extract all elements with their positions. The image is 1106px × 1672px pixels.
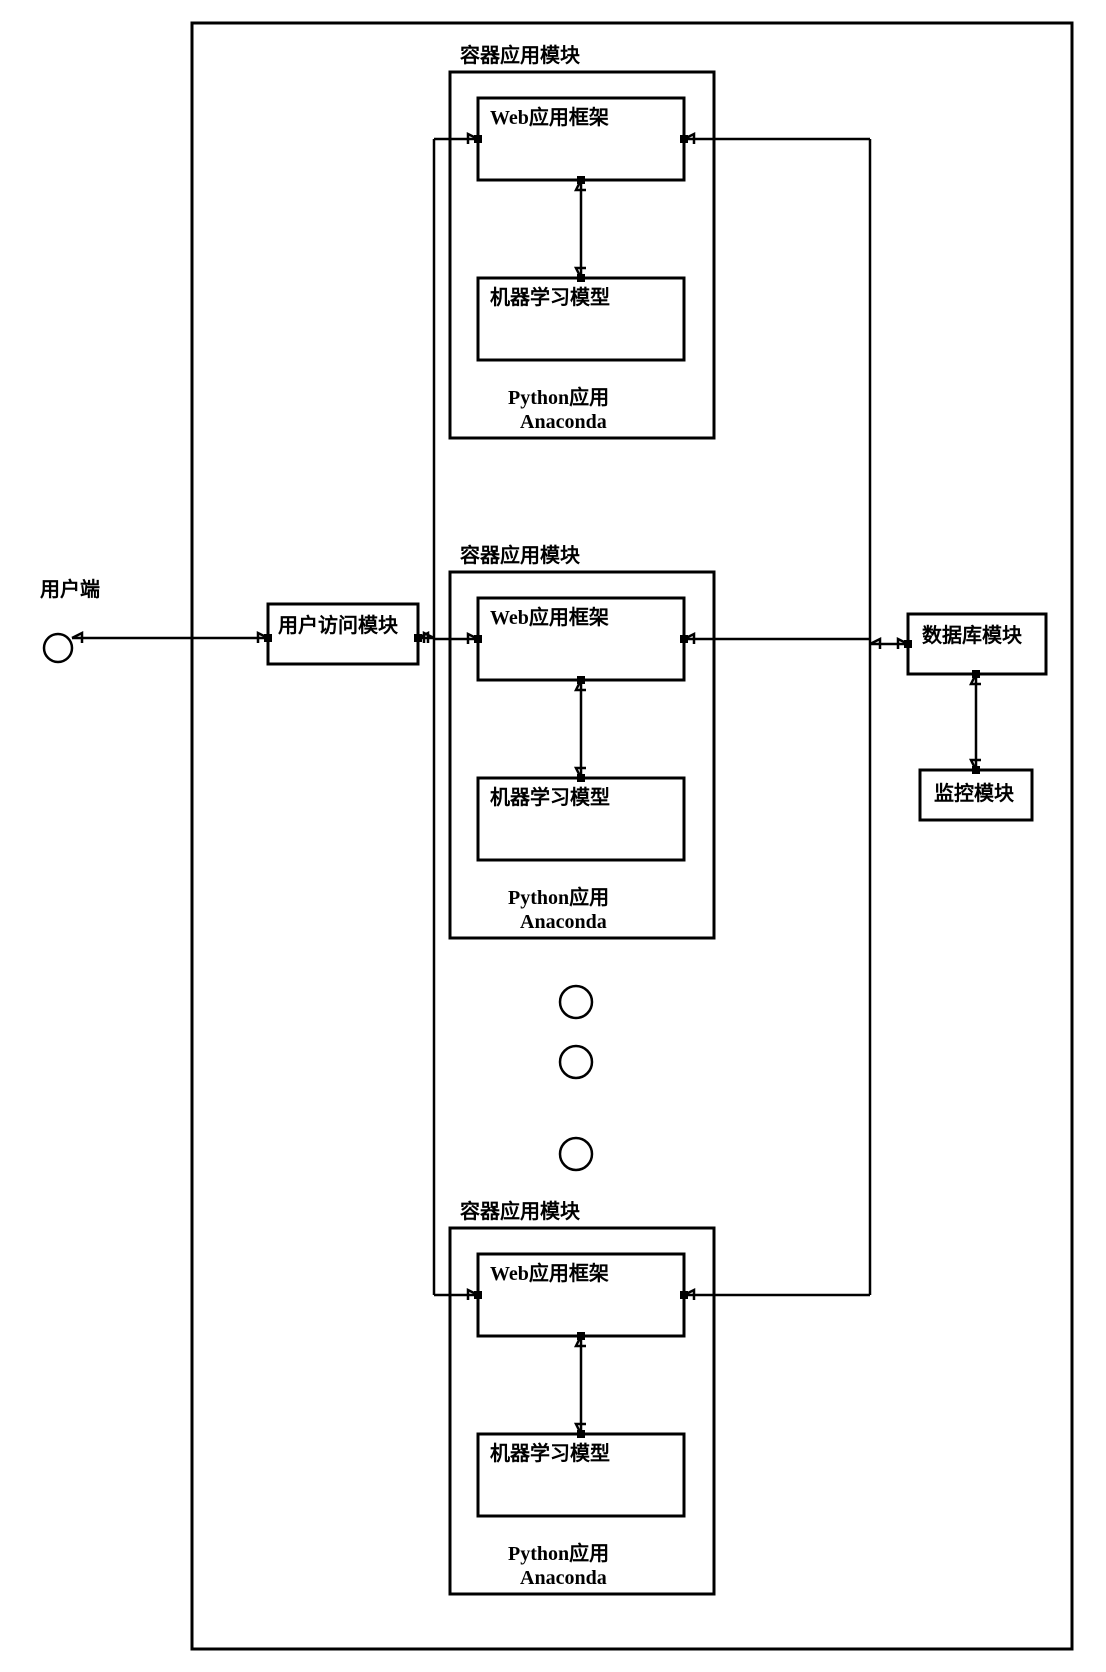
port-icon [264, 634, 272, 642]
port-icon [577, 676, 585, 684]
ml-model-label: 机器学习模型 [490, 1441, 610, 1465]
ml-model-label: 机器学习模型 [490, 785, 610, 809]
port-icon [680, 1291, 688, 1299]
port-icon [904, 640, 912, 648]
port-icon [680, 635, 688, 643]
ellipsis-dot-icon [560, 1138, 592, 1170]
user-end-icon [44, 634, 72, 662]
container-title: 容器应用模块 [460, 543, 581, 567]
container-title: 容器应用模块 [460, 1199, 581, 1223]
port-icon [474, 135, 482, 143]
python-app-label: Python应用 [508, 885, 609, 909]
container-title: 容器应用模块 [460, 43, 581, 67]
port-icon [972, 670, 980, 678]
port-icon [577, 176, 585, 184]
monitor-label: 监控模块 [934, 781, 1015, 805]
anaconda-label: Anaconda [520, 1567, 607, 1589]
user-end-label: 用户端 [40, 577, 100, 601]
port-icon [474, 635, 482, 643]
port-icon [972, 766, 980, 774]
ellipsis-dot-icon [560, 1046, 592, 1078]
anaconda-label: Anaconda [520, 911, 607, 933]
port-icon [577, 774, 585, 782]
port-icon [474, 1291, 482, 1299]
web-framework-label: Web应用框架 [490, 605, 609, 629]
web-framework-label: Web应用框架 [490, 1261, 609, 1285]
port-icon [577, 274, 585, 282]
anaconda-label: Anaconda [520, 411, 607, 433]
web-framework-label: Web应用框架 [490, 105, 609, 129]
port-icon [680, 135, 688, 143]
port-icon [577, 1430, 585, 1438]
ml-model-label: 机器学习模型 [490, 285, 610, 309]
port-icon [577, 1332, 585, 1340]
user-access-label: 用户访问模块 [278, 613, 399, 637]
ellipsis-dot-icon [560, 986, 592, 1018]
database-label: 数据库模块 [922, 623, 1023, 647]
python-app-label: Python应用 [508, 385, 609, 409]
python-app-label: Python应用 [508, 1541, 609, 1565]
